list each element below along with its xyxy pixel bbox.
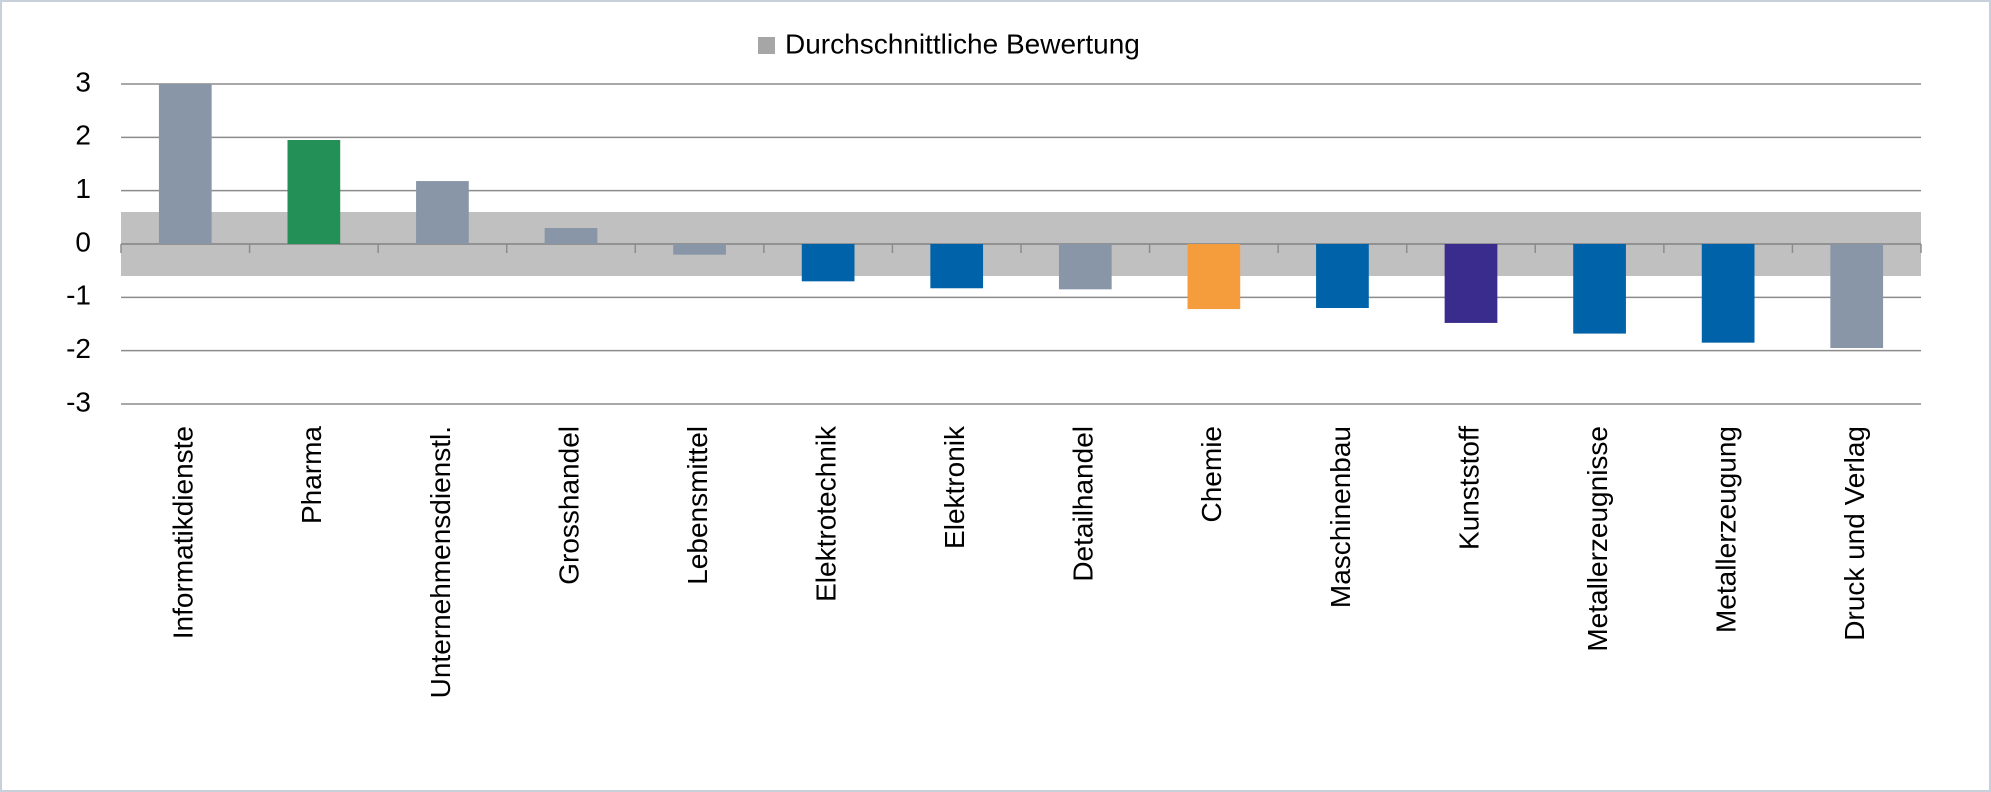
y-tick-label: 3 <box>75 66 91 97</box>
bar <box>1701 244 1755 343</box>
x-tick-label: Grosshandel <box>553 426 584 585</box>
bar <box>416 181 469 244</box>
x-tick-label: Maschinenbau <box>1325 426 1356 608</box>
bar <box>801 244 855 282</box>
y-tick-label: -1 <box>66 280 91 311</box>
bar <box>673 244 726 255</box>
x-tick-label: Unternehmensdienstl. <box>425 426 456 698</box>
bar <box>1573 244 1626 334</box>
bar <box>1316 244 1369 308</box>
x-tick-label: Druck und Verlag <box>1839 426 1870 641</box>
bar <box>158 84 212 244</box>
bar <box>287 140 341 244</box>
x-tick-label: Informatikdienste <box>168 426 199 639</box>
y-tick-label: -2 <box>66 333 91 364</box>
x-tick-label: Elektrotechnik <box>811 425 842 602</box>
x-tick-label: Metallerzeugung <box>1711 426 1742 633</box>
x-tick-label: Elektronik <box>939 425 970 549</box>
x-tick-label: Kunststoff <box>1453 426 1484 550</box>
bar <box>1058 244 1112 290</box>
x-tick-label: Pharma <box>296 426 327 524</box>
y-tick-label: 0 <box>75 226 91 257</box>
y-tick-label: -3 <box>66 386 91 417</box>
bar <box>1830 244 1884 348</box>
y-tick-label: 2 <box>75 120 91 151</box>
bar <box>544 228 598 244</box>
x-tick-label: Metallerzeugnisse <box>1582 426 1613 652</box>
bar <box>1444 244 1498 323</box>
x-tick-label: Detailhandel <box>1068 426 1099 582</box>
bar <box>1187 244 1241 310</box>
legend-swatch <box>758 37 775 54</box>
bar <box>930 244 984 289</box>
legend-label: Durchschnittliche Bewertung <box>785 28 1140 59</box>
y-tick-label: 1 <box>75 173 91 204</box>
x-tick-label: Chemie <box>1196 426 1227 522</box>
x-tick-label: Lebensmittel <box>682 426 713 585</box>
